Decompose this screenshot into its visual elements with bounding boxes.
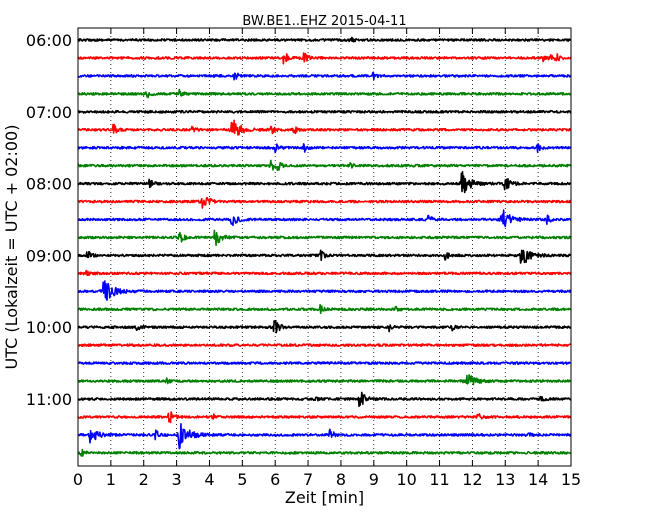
trace-1015 [77,343,572,348]
y-tick-label: 10:00 [26,318,72,337]
x-tick-label: 6 [270,470,280,489]
trace-0745 [77,159,572,172]
trace-0830 [77,209,572,228]
trace-0800 [77,170,572,194]
x-tick-label: 15 [561,470,581,489]
y-tick-label: 11:00 [26,390,72,409]
y-tick-label: 06:00 [26,31,72,50]
trace-0915 [77,269,572,277]
trace-0945 [77,303,572,314]
x-tick-label: 9 [369,470,379,489]
x-tick-label: 3 [172,470,182,489]
trace-0600 [77,36,572,43]
x-tick-label: 14 [528,470,548,489]
trace-1115 [77,411,572,424]
x-tick-label: 13 [495,470,515,489]
trace-1100 [77,391,572,408]
trace-0700 [77,109,572,114]
x-axis-label: Zeit [min] [285,488,364,507]
trace-1030 [77,361,572,365]
x-tick-label: 0 [73,470,83,489]
x-tick-label: 5 [237,470,247,489]
x-tick-label: 11 [429,470,449,489]
y-axis-label: UTC (Lokalzeit = UTC + 02:00) [2,125,21,370]
plot-frame [77,27,572,467]
x-tick-label: 7 [303,470,313,489]
traces-layer [77,36,572,457]
y-tick-label: 07:00 [26,103,72,122]
trace-0815 [77,196,572,209]
trace-0900 [77,249,572,264]
trace-0615 [77,52,572,65]
trace-0845 [77,229,572,247]
trace-1145 [77,448,572,457]
y-tick-label: 08:00 [26,175,72,194]
trace-0630 [77,71,572,81]
axes-layer: 0 1 2 3 4 5 6 7 8 9 10 11 12 13 14 1506:0007:0008:0009:… [26,28,581,489]
trace-0730 [77,143,572,154]
x-tick-label: 2 [139,470,149,489]
trace-0930 [77,280,572,301]
x-tick-label: 1 [106,470,116,489]
trace-0715 [77,119,572,136]
x-tick-label: 8 [336,470,346,489]
x-tick-label: 4 [204,470,214,489]
trace-1000 [77,319,572,334]
x-tick-label: 12 [462,470,482,489]
y-tick-label: 09:00 [26,246,72,265]
trace-1130 [77,422,572,450]
chart-title: BW.BE1..EHZ 2015-04-11 [242,14,406,29]
x-tick-label: 10 [396,470,416,489]
trace-1045 [77,374,572,386]
trace-0645 [77,88,572,99]
